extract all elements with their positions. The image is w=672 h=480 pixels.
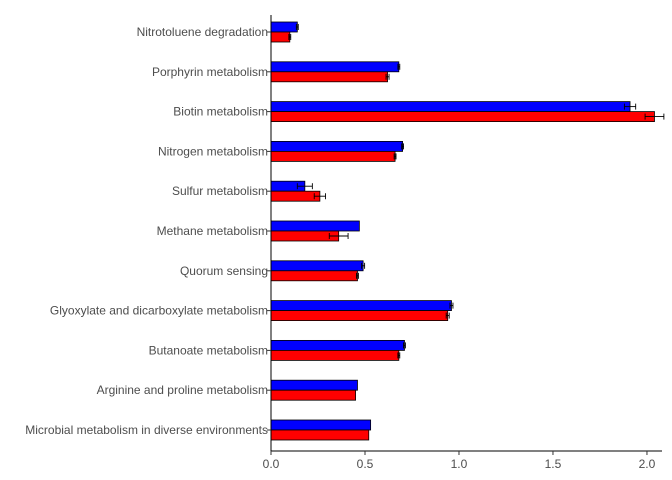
category-label-2: Biotin metabolism	[173, 105, 268, 119]
bar-red-4	[270, 190, 321, 202]
bar-red-1	[270, 71, 388, 83]
error-bar-red-5	[328, 233, 349, 239]
bar-blue-7	[270, 300, 452, 312]
x-tick-label-1: 0.5	[357, 457, 374, 471]
bar-blue-10	[270, 419, 372, 431]
bar-red-2	[270, 111, 655, 122]
bar-red-8	[270, 349, 400, 361]
x-tick-label-4: 2.0	[639, 457, 656, 471]
error-bar-blue-0	[295, 24, 299, 30]
error-bar-blue-7	[449, 302, 454, 309]
bar-red-10	[270, 429, 370, 441]
category-label-0: Nitrotoluene degradation	[137, 25, 268, 39]
category-label-1: Porphyrin metabolism	[152, 65, 268, 79]
x-tick-labels: 0.0 0.5 1.0 1.5 2.0	[263, 451, 656, 471]
error-bar-red-2	[644, 113, 665, 120]
category-label-7: Glyoxylate and dicarboxylate metabolism	[50, 304, 268, 318]
category-label-3: Nitrogen metabolism	[158, 144, 268, 158]
bar-red-3	[270, 150, 396, 162]
error-bar-blue-6	[361, 262, 366, 269]
error-bar-red-3	[393, 153, 397, 160]
bar-red-0	[270, 31, 291, 43]
bar-red-7	[270, 310, 449, 322]
x-tick-label-3: 1.5	[545, 457, 562, 471]
category-label-8: Butanoate metabolism	[149, 343, 268, 357]
bars-layer	[270, 21, 655, 441]
bar-blue-9	[270, 379, 358, 391]
bar-red-9	[270, 389, 356, 401]
error-bar-blue-1	[397, 63, 401, 70]
bar-blue-5	[270, 220, 360, 232]
error-bars-layer	[288, 24, 665, 359]
error-bar-blue-2	[623, 103, 637, 110]
x-tick-label-2: 1.0	[451, 457, 468, 471]
category-label-6: Quorum sensing	[180, 264, 268, 278]
bar-blue-6	[270, 260, 364, 272]
category-labels: Nitrotoluene degradation Porphyrin metabo…	[25, 25, 271, 437]
error-bar-red-4	[313, 193, 326, 200]
bar-red-6	[270, 270, 358, 282]
bar-red-5	[270, 230, 340, 242]
category-label-10: Microbial metabolism in diverse environm…	[25, 423, 268, 437]
error-bar-red-6	[356, 272, 359, 279]
category-label-9: Arginine and proline metabolism	[97, 383, 268, 397]
bar-blue-8	[270, 339, 405, 351]
bar-blue-0	[270, 21, 298, 33]
error-bar-blue-8	[403, 342, 406, 349]
error-bar-red-1	[385, 73, 390, 80]
x-tick-label-0: 0.0	[263, 457, 280, 471]
error-bar-blue-4	[296, 183, 313, 190]
error-bar-blue-3	[401, 143, 404, 150]
bar-blue-2	[270, 101, 631, 112]
error-bar-red-0	[288, 34, 292, 40]
error-bar-red-7	[445, 312, 450, 319]
bar-blue-1	[270, 61, 400, 73]
bar-blue-3	[270, 140, 403, 152]
category-label-4: Sulfur metabolism	[172, 184, 268, 198]
error-bar-red-8	[397, 352, 401, 359]
category-label-5: Methane metabolism	[157, 224, 268, 238]
